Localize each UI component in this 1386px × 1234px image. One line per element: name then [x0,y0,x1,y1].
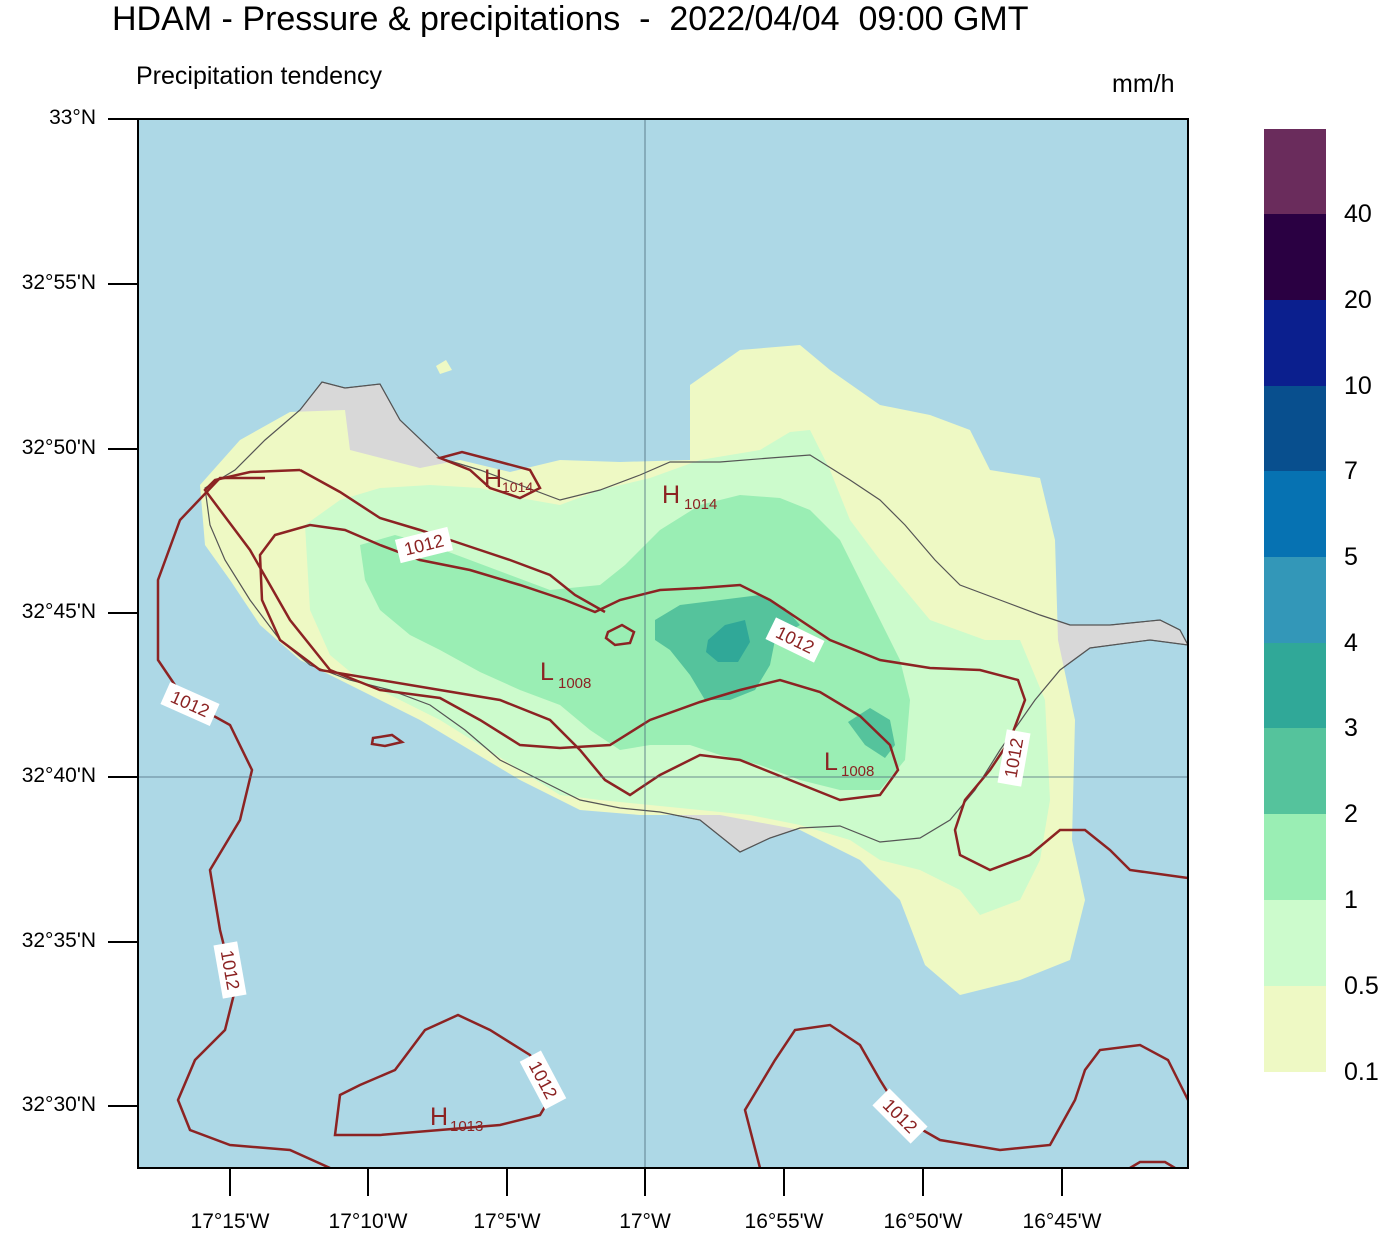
isobar-1012-inner [299,468,606,614]
isobar-small-center [604,623,636,647]
lat-tick-marks [108,118,138,1107]
pressure-center-value: 1013 [450,1118,483,1135]
pressure-center-value: 1008 [558,675,591,692]
lon-label: 17°5'W [473,1210,541,1233]
lat-label: 32°30'N [21,1093,96,1116]
colorbar-label: 7 [1344,457,1358,485]
colorbar-label: 2 [1344,800,1358,828]
lon-label: 17°10'W [328,1210,408,1233]
lat-label: 32°50'N [21,436,96,459]
colorbar-label: 40 [1344,200,1372,228]
colorbar-swatch [1264,986,1326,1072]
colorbar-swatch [1264,557,1326,643]
colorbar-swatch [1264,129,1326,214]
islet [436,360,452,374]
colorbar-swatch [1264,643,1326,728]
colorbar-label: 4 [1344,629,1358,657]
precip-band-3 [706,620,750,662]
colorbar-swatch [1264,214,1326,300]
colorbar-label: 3 [1344,714,1358,742]
pressure-center-value: 1014 [502,479,533,495]
isobar-small-north [436,450,542,500]
lat-label: 32°35'N [21,929,96,952]
lon-label: 16°50'W [883,1210,963,1233]
pressure-center-letter: H [484,465,502,493]
precip-band-2b [848,708,895,758]
isobar-small-sw [370,733,406,748]
colorbar-label: 1 [1344,886,1358,914]
colorbar-label: 0.5 [1344,972,1379,1000]
colorbar-swatch [1264,300,1326,386]
isobar-1013-south [333,1013,557,1137]
map-subtitle: Precipitation tendency [136,62,382,90]
plot-frame [137,118,1189,1169]
colorbar-swatch [1264,386,1326,471]
pressure-center-letter: H [430,1103,448,1131]
colorbar-label: 20 [1344,286,1372,314]
colorbar-label: 5 [1344,543,1358,571]
lon-label: 17°W [619,1210,671,1233]
lon-label: 16°55'W [744,1210,824,1233]
lat-label: 32°55'N [21,271,96,294]
colorbar-label: 10 [1344,372,1372,400]
lat-label: 32°40'N [21,764,96,787]
colorbar-swatch [1264,814,1326,900]
units-label: mm/h [1112,70,1175,98]
lon-label: 16°45'W [1022,1210,1102,1233]
lat-label: 33°N [49,106,96,129]
pressure-center-value: 1008 [841,763,874,780]
isobar-1012-outer [203,468,1188,880]
map-title: HDAM - Pressure & precipitations - 2022/… [112,0,1029,38]
colorbar-swatch [1264,900,1326,986]
pressure-center-letter: L [824,748,838,776]
colorbar-swatch [1264,728,1326,814]
lon-label: 17°15'W [190,1210,270,1233]
pressure-center-letter: L [540,658,554,686]
colorbar-swatch [1264,471,1326,557]
colorbar [1264,129,1326,1072]
isobar-1012-west [156,476,331,1168]
isobar-1012-corner [1129,1160,1176,1168]
colorbar-label: 0.1 [1344,1058,1379,1086]
pressure-center-value: 1014 [684,496,717,513]
pressure-center-letter: H [662,481,680,509]
lon-tick-marks [229,1168,1063,1196]
precip-band-1 [360,495,910,790]
coastline [204,381,1188,853]
lat-label: 32°45'N [21,600,96,623]
isobar-1012-southeast [743,1023,1188,1168]
